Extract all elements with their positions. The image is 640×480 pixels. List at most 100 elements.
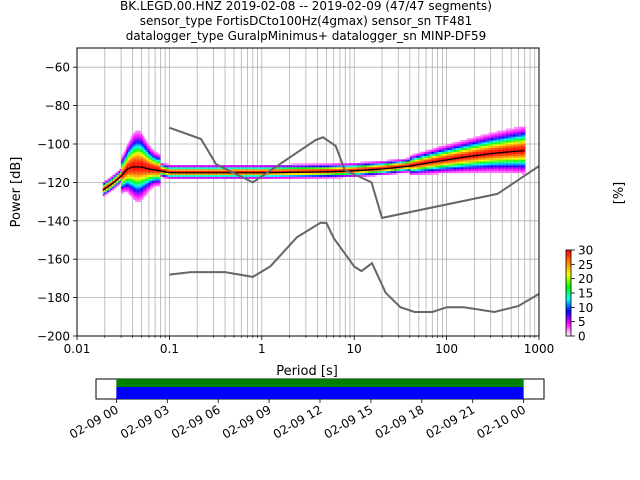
ppsd-cell [483,163,486,166]
ppsd-cell [133,147,136,151]
ppsd-cell [451,161,453,164]
ppsd-cell [486,161,488,164]
ppsd-cell [137,140,139,143]
ppsd-cell [114,176,116,179]
ppsd-cell [123,159,125,162]
ppsd-cell [508,157,510,160]
ppsd-cell [152,178,154,181]
ppsd-cell [148,145,151,149]
ppsd-cell [183,176,185,179]
ppsd-cell [460,167,462,170]
ppsd-cell [466,165,468,168]
ppsd-cell [136,161,138,164]
ppsd-cell [286,174,288,177]
ppsd-cell [443,145,445,149]
ppsd-cell [412,165,414,168]
ppsd-cell [257,165,259,168]
ppsd-cell [192,170,195,174]
ppsd-cell [124,182,126,185]
ppsd-cell [147,168,149,172]
ppsd-cell [308,165,310,168]
ppsd-cell [130,186,132,189]
ppsd-cell [413,159,415,162]
ppsd-cell [480,134,482,137]
ppsd-cell [488,163,490,166]
ppsd-cell [299,172,301,176]
ppsd-cell [323,172,325,176]
ppsd-cell [136,157,138,160]
ppsd-cell [504,161,506,164]
ppsd-cell [274,172,277,176]
ppsd-cell [420,167,422,170]
ppsd-cell [503,138,505,141]
ppsd-cell [400,159,402,162]
ppsd-cell [412,155,414,158]
ppsd-cell [140,132,143,135]
ppsd-cell [487,157,489,160]
ppsd-cell [140,178,143,181]
ppsd-cell [142,167,144,170]
ppsd-cell [245,165,248,168]
ppsd-cell [345,174,347,177]
ppsd-cell [137,170,139,174]
ppsd-cell [363,165,365,168]
ppsd-cell [522,132,524,135]
ppsd-cell [422,168,424,172]
ppsd-cell [480,165,482,168]
ppsd-cell [451,165,453,168]
ppsd-cell [467,163,469,166]
ppsd-cell [515,145,517,149]
ppsd-cell [139,178,141,181]
ppsd-cell [360,170,362,174]
ppsd-cell [516,153,518,156]
ppsd-cell [443,153,445,156]
ppsd-cell [125,170,128,174]
ppsd-cell [142,192,144,195]
ppsd-cell [133,192,136,195]
ppsd-cell [446,167,449,170]
ppsd-cell [330,174,332,177]
ppsd-cell [394,170,397,174]
ppsd-cell [217,167,219,170]
ppsd-cell [426,168,428,172]
ppsd-cell [128,180,130,183]
ppsd-cell [473,167,475,170]
ppsd-cell [177,172,179,176]
ppsd-cell [310,174,312,177]
ppsd-cell [420,172,422,176]
ppsd-cell [188,176,190,179]
ppsd-cell [284,172,286,176]
ppsd-cell [435,168,437,172]
ppsd-cell [464,149,466,152]
ppsd-cell [347,163,349,166]
ppsd-cell [422,161,424,164]
ppsd-cell [489,168,491,172]
ppsd-cell [524,155,526,158]
ppsd-cell [184,172,186,176]
ppsd-cell [465,140,467,143]
ppsd-cell [151,149,153,152]
ppsd-cell [211,167,213,170]
ppsd-cell [133,165,136,168]
ppsd-cell [153,182,155,185]
ppsd-cell [393,163,395,166]
ppsd-cell [457,155,459,158]
ppsd-cell [443,149,445,152]
ppsd-cell [111,184,114,187]
ppsd-cell [411,163,413,166]
ppsd-cell [180,167,182,170]
ppsd-cell [491,159,494,162]
ppsd-cell [374,172,376,176]
ppsd-cell [452,147,454,151]
ppsd-cell [339,168,341,172]
ppsd-cell [336,168,338,172]
ppsd-cell [108,190,110,193]
ppsd-cell [446,157,449,160]
ppsd-cell [472,167,474,170]
ppsd-cell [143,149,145,152]
ppsd-cell [466,167,468,170]
ppsd-cell [138,157,140,160]
ppsd-cell [316,167,318,170]
ppsd-cell [524,132,526,135]
ppsd-cell [105,182,107,185]
